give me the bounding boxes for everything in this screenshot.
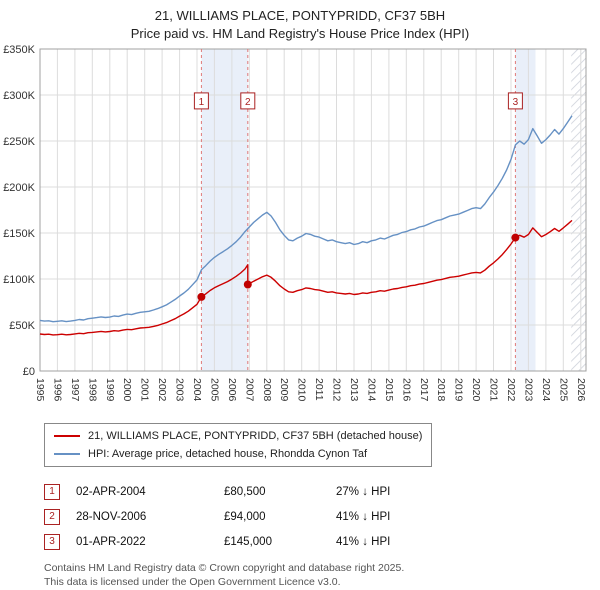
x-tick-label: 2014 [365, 378, 377, 402]
legend-label: HPI: Average price, detached house, Rhon… [88, 448, 368, 460]
x-tick-label: 2016 [400, 378, 412, 402]
x-tick-label: 2023 [522, 378, 534, 402]
page-subtitle: Price paid vs. HM Land Registry's House … [130, 26, 470, 41]
sale-row: 2 28-NOV-2006 £94,000 41% ↓ HPI [44, 504, 600, 529]
sale-hpi-diff: 41% ↓ HPI [336, 535, 391, 548]
sale-number-box: 2 [44, 508, 60, 525]
x-tick-label: 2012 [331, 378, 343, 402]
y-tick-label: £100K [3, 274, 35, 286]
sale-hpi-diff: 27% ↓ HPI [336, 485, 391, 498]
footer-line-1: Contains HM Land Registry data © Crown c… [44, 562, 405, 574]
highlight-band [201, 49, 248, 371]
footer-line-2: This data is licensed under the Open Gov… [44, 575, 341, 588]
page-title: 21, WILLIAMS PLACE, PONTYPRIDD, CF37 5BH [154, 8, 446, 23]
x-tick-label: 2024 [540, 378, 552, 402]
y-tick-label: £200K [3, 182, 35, 194]
x-tick-label: 2021 [488, 378, 500, 402]
sale-number-box: 1 [44, 483, 60, 500]
x-tick-label: 2025 [557, 378, 569, 402]
sale-marker-box [193, 92, 209, 110]
title-block: 21, WILLIAMS PLACE, PONTYPRIDD, CF37 5BH… [0, 0, 600, 41]
series-hpi [39, 115, 573, 323]
x-tick-label: 2019 [453, 378, 465, 402]
x-tick-label: 2009 [278, 378, 290, 402]
sale-marker-number: 2 [245, 97, 251, 108]
legend-line-swatch [54, 435, 80, 437]
y-tick-label: £0 [23, 366, 35, 378]
grid [39, 48, 587, 372]
y-tick-label: £150K [3, 228, 35, 240]
axis-labels: £0 £50K £100K £150K £200K £250K £300K £350K 1995… [3, 44, 587, 402]
legend: 21, WILLIAMS PLACE, PONTYPRIDD, CF37 5BH… [44, 423, 433, 467]
sale-point-dot [511, 233, 520, 242]
sale-hpi-diff: 41% ↓ HPI [336, 510, 391, 523]
sales-table: 1 02-APR-2004 £80,500 27% ↓ HPI 2 28-NOV-2006… [44, 479, 600, 554]
y-tick-label: £300K [3, 90, 35, 102]
sale-row: 3 01-APR-2022 £145,000 41% ↓ HPI [44, 529, 600, 554]
y-tick-label: £50K [9, 320, 35, 332]
y-tick-label: £250K [3, 136, 35, 148]
sale-point-dot [243, 280, 252, 289]
plot-bands [201, 49, 586, 371]
sale-date: 01-APR-2022 [76, 535, 146, 548]
x-tick-label: 1997 [69, 378, 81, 402]
x-tick-label: 2022 [505, 378, 517, 402]
x-tick-label: 2003 [174, 378, 186, 402]
sale-number-box: 3 [44, 533, 60, 550]
x-tick-label: 1996 [51, 378, 63, 402]
x-tick-label: 2008 [261, 378, 273, 402]
plot-border [39, 48, 587, 372]
x-tick-label: 2015 [383, 378, 395, 402]
highlight-band [515, 49, 536, 371]
x-tick-label: 2000 [121, 378, 133, 402]
x-tick-label: 1998 [86, 378, 98, 402]
footer: Contains HM Land Registry data © Crown c… [44, 562, 600, 589]
x-tick-label: 2002 [156, 378, 168, 402]
legend-item: HPI: Average price, detached house, Rhon… [54, 445, 422, 463]
x-tick-label: 2001 [139, 378, 151, 402]
y-tick-label: £350K [3, 44, 35, 56]
x-tick-label: 2020 [470, 378, 482, 402]
legend-item: 21, WILLIAMS PLACE, PONTYPRIDD, CF37 5BH… [54, 427, 422, 445]
sale-price: £94,000 [224, 510, 266, 523]
x-tick-label: 2018 [435, 378, 447, 402]
sale-date: 02-APR-2004 [76, 485, 146, 498]
sale-date: 28-NOV-2006 [76, 510, 147, 523]
legend-label: 21, WILLIAMS PLACE, PONTYPRIDD, CF37 5BH… [88, 430, 423, 442]
x-tick-label: 2013 [348, 378, 360, 402]
future-hatch-band [571, 49, 586, 371]
series-price-paid [39, 219, 573, 336]
series-lines [39, 115, 573, 336]
x-tick-label: 2005 [208, 378, 220, 402]
x-tick-label: 1999 [104, 378, 116, 402]
x-tick-label: 2004 [191, 378, 203, 402]
sale-price: £80,500 [224, 485, 266, 498]
sale-price: £145,000 [224, 535, 272, 548]
price-history-chart: £0 £50K £100K £150K £200K £250K £300K £350K 1995… [3, 44, 587, 402]
x-tick-label: 1995 [34, 378, 46, 402]
sale-marker-number: 1 [199, 97, 205, 108]
sale-points: 1 2 3 [193, 92, 523, 301]
x-tick-label: 2010 [296, 378, 308, 402]
legend-line-swatch [54, 453, 80, 455]
x-tick-label: 2026 [575, 378, 587, 402]
x-tick-label: 2017 [418, 378, 430, 402]
sale-row: 1 02-APR-2004 £80,500 27% ↓ HPI [44, 479, 600, 504]
sale-marker-box [240, 92, 256, 110]
x-tick-label: 2011 [313, 378, 325, 401]
x-tick-label: 2007 [243, 378, 255, 402]
x-tick-label: 2006 [226, 378, 238, 402]
sale-point-dot [197, 292, 206, 301]
sale-marker-box [507, 92, 523, 110]
sale-marker-number: 3 [513, 97, 519, 108]
